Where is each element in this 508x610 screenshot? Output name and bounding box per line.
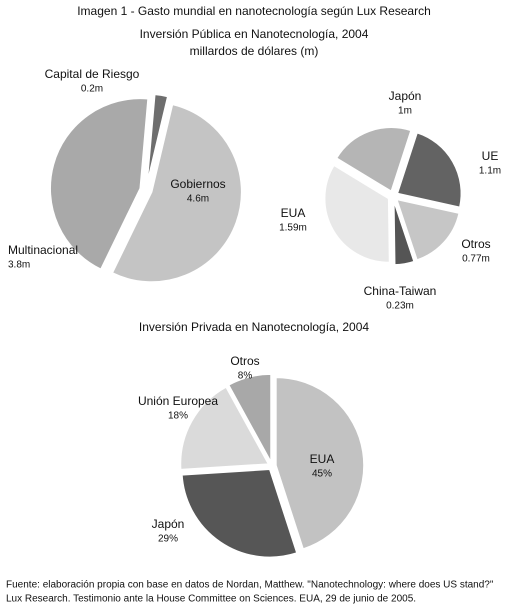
pie-slice (49, 97, 149, 271)
slice-label: Multinacional (8, 243, 78, 257)
value-label: 18% (168, 411, 188, 422)
slice-label: Unión Europea (138, 394, 218, 408)
slice-label: EUA (310, 452, 335, 466)
slice-label: Japón (389, 89, 422, 103)
pie-slice (111, 103, 243, 283)
slice-label: Otros (461, 237, 490, 251)
value-label: 29% (158, 534, 178, 545)
value-label: 3.8m (8, 260, 30, 271)
slice-label: China-Taiwan (364, 284, 437, 298)
value-label: 1.59m (279, 223, 307, 234)
value-label: 4.6m (187, 194, 209, 205)
pie-slice (395, 198, 461, 262)
pie-slice (335, 126, 412, 193)
slice-label: Japón (152, 517, 185, 531)
pie-slice (179, 385, 270, 471)
pie-slice (146, 93, 169, 185)
value-label: 0.2m (81, 84, 103, 95)
value-label: 1.1m (479, 166, 501, 177)
pie-slice (396, 131, 463, 209)
pie-slice (393, 200, 416, 266)
value-label: 1m (398, 106, 412, 117)
slice-label: Gobiernos (170, 177, 225, 191)
chart-subtitle: millardos de dólares (m) (190, 44, 319, 58)
value-label: 0.23m (386, 301, 414, 312)
slice-label: EUA (281, 206, 306, 220)
slice-label: Capital de Riesgo (45, 67, 140, 81)
pie-slice (181, 468, 298, 559)
page-title: Imagen 1 - Gasto mundial en nanotecnolog… (77, 4, 431, 18)
source-note: Lux Research. Testimonio ante la House C… (6, 594, 416, 605)
pie-slice (227, 373, 272, 463)
pie-slice (323, 164, 391, 264)
value-label: 8% (238, 371, 253, 382)
slice-label: UE (482, 149, 499, 163)
pie-slice (275, 376, 365, 551)
chart-title: Inversión Pública en Nanotecnología, 200… (140, 27, 369, 41)
value-label: 45% (312, 469, 332, 480)
slice-label: Otros (230, 354, 259, 368)
value-label: 0.77m (462, 254, 490, 265)
source-note: Fuente: elaboración propia con base en d… (6, 580, 494, 591)
chart-title: Inversión Privada en Nanotecnología, 200… (139, 320, 369, 334)
